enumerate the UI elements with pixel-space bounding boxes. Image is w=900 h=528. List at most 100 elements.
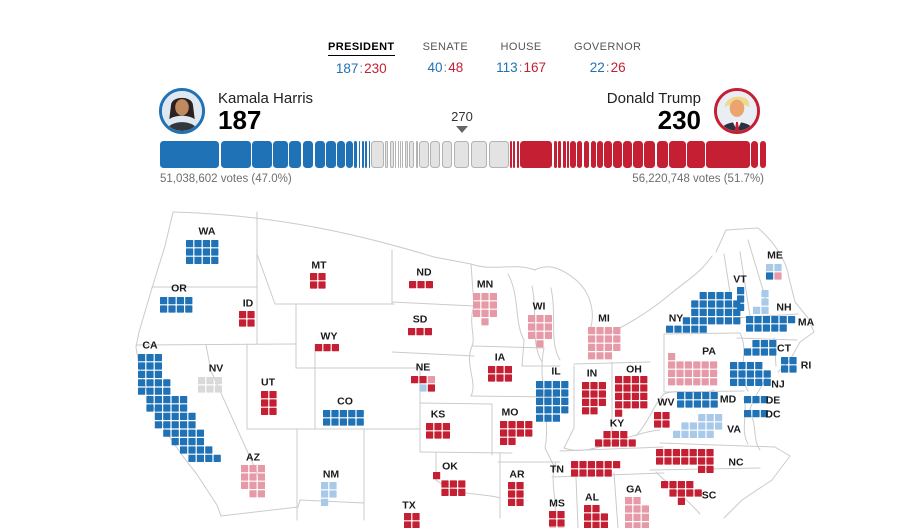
state-NH[interactable]: NH xyxy=(753,290,792,314)
bar-segment-SD[interactable] xyxy=(513,141,516,168)
state-AL[interactable]: AL xyxy=(584,492,608,528)
bar-segment-NY[interactable] xyxy=(220,141,251,168)
state-TX[interactable]: TX xyxy=(402,500,420,528)
state-OK[interactable]: OK xyxy=(433,461,466,497)
bar-segment-TN[interactable] xyxy=(656,141,668,168)
tab-president[interactable]: PRESIDENT 187:230 xyxy=(328,41,395,76)
bar-segment-MN[interactable] xyxy=(419,141,429,168)
bar-segment-DE[interactable] xyxy=(361,141,364,168)
state-WI[interactable]: WI xyxy=(528,301,552,348)
state-NC[interactable]: NC xyxy=(656,449,744,473)
bar-segment-GA[interactable] xyxy=(470,141,488,168)
bar-segment-WY[interactable] xyxy=(567,141,569,168)
bar-segment-RI[interactable] xyxy=(354,141,358,168)
state-RI[interactable]: RI xyxy=(781,357,811,373)
bar-segment-MD[interactable] xyxy=(314,141,325,168)
state-UT[interactable]: UT xyxy=(261,377,277,416)
state-KY[interactable]: KY xyxy=(595,418,636,447)
tab-governor[interactable]: GOVERNOR 22:26 xyxy=(574,41,641,76)
bar-segment-MI[interactable] xyxy=(453,141,470,168)
state-MD[interactable]: MD xyxy=(677,392,737,408)
state-CO[interactable]: CO xyxy=(323,396,364,426)
state-TN[interactable]: TN xyxy=(550,461,621,477)
bar-segment-MT[interactable] xyxy=(553,141,557,168)
bar-segment-AK[interactable] xyxy=(415,141,418,168)
state-AZ[interactable]: AZ xyxy=(241,452,265,498)
bar-segment-MS[interactable] xyxy=(590,141,596,168)
bar-segment-NE-1[interactable] xyxy=(400,141,401,168)
bar-segment-OR[interactable] xyxy=(337,141,345,168)
bar-segment-NH[interactable] xyxy=(385,141,389,168)
bar-segment-NM[interactable] xyxy=(389,141,395,168)
bar-segment-NV[interactable] xyxy=(409,141,415,168)
state-NE[interactable]: NE xyxy=(411,362,435,392)
bar-segment-ME-2[interactable] xyxy=(397,141,399,168)
state-WA[interactable]: WA xyxy=(186,226,219,265)
state-IA[interactable]: IA xyxy=(488,352,512,382)
state-ID[interactable]: ID xyxy=(239,298,255,327)
bar-segment-FL[interactable] xyxy=(519,141,553,168)
bar-segment-ME-1[interactable] xyxy=(368,141,370,168)
bar-segment-WV[interactable] xyxy=(562,141,566,168)
tab-senate[interactable]: SENATE 40:48 xyxy=(423,41,469,76)
bar-segment-LA[interactable] xyxy=(603,141,612,168)
state-DE[interactable]: DE xyxy=(744,395,780,407)
state-OR[interactable]: OR xyxy=(160,283,193,313)
bar-segment-WI[interactable] xyxy=(430,141,441,168)
state-NV[interactable]: NV xyxy=(198,363,223,393)
state-IN[interactable]: IN xyxy=(582,368,606,415)
state-SD[interactable]: SD xyxy=(408,314,432,336)
bar-segment-IA[interactable] xyxy=(583,141,590,168)
state-MO[interactable]: MO xyxy=(500,407,533,446)
state-CT[interactable]: CT xyxy=(744,340,792,356)
bar-segment-MO[interactable] xyxy=(633,141,643,168)
state-MI[interactable]: MI xyxy=(588,313,621,360)
bar-segment-OK[interactable] xyxy=(759,141,767,168)
bar-segment-IN[interactable] xyxy=(644,141,656,168)
bar-segment-VA[interactable] xyxy=(370,141,385,168)
bar-segment-NJ[interactable] xyxy=(273,141,288,168)
state-WV[interactable]: WV xyxy=(654,397,674,428)
bar-segment-MA[interactable] xyxy=(302,141,314,168)
state-KS[interactable]: KS xyxy=(426,409,450,439)
state-MN[interactable]: MN xyxy=(473,279,497,326)
state-MT[interactable]: MT xyxy=(310,260,327,289)
bar-segment-ME[interactable] xyxy=(395,141,397,168)
bar-segment-KY[interactable] xyxy=(750,141,759,168)
bar-segment-NE-2[interactable] xyxy=(402,141,404,168)
state-GA[interactable]: GA xyxy=(625,484,649,528)
state-CA[interactable]: CA xyxy=(138,340,221,463)
state-ME[interactable]: ME xyxy=(766,250,783,280)
bar-segment-CA[interactable] xyxy=(160,141,220,168)
bar-segment-ND[interactable] xyxy=(509,141,512,168)
bar-segment-CO[interactable] xyxy=(326,141,336,168)
state-SC[interactable]: SC xyxy=(661,481,717,505)
state-VA[interactable]: VA xyxy=(673,414,741,438)
bar-segment-NC[interactable] xyxy=(669,141,686,168)
bar-segment-AR[interactable] xyxy=(597,141,603,168)
state-IL[interactable]: IL xyxy=(536,366,569,422)
bar-segment-DC[interactable] xyxy=(365,141,368,168)
bar-segment-CT[interactable] xyxy=(346,141,353,168)
state-PA[interactable]: PA xyxy=(668,346,718,386)
state-MS[interactable]: MS xyxy=(549,498,565,528)
bar-segment-SC[interactable] xyxy=(623,141,632,168)
bar-segment-OH[interactable] xyxy=(686,141,705,168)
state-NY[interactable]: NY xyxy=(666,292,741,333)
state-NJ[interactable]: NJ xyxy=(730,362,785,391)
state-MA[interactable]: MA xyxy=(746,316,815,332)
bar-segment-KS[interactable] xyxy=(577,141,583,168)
bar-segment-TX[interactable] xyxy=(706,141,750,168)
bar-segment-AL[interactable] xyxy=(612,141,622,168)
state-NM[interactable]: NM xyxy=(321,469,339,507)
bar-segment-ID[interactable] xyxy=(558,141,562,168)
bar-segment-WA[interactable] xyxy=(289,141,302,168)
state-DC[interactable]: DC xyxy=(744,409,781,421)
state-ND[interactable]: ND xyxy=(409,267,433,289)
state-OH[interactable]: OH xyxy=(615,364,648,417)
bar-segment-UT[interactable] xyxy=(570,141,576,168)
bar-segment-AZ[interactable] xyxy=(441,141,453,168)
tab-house[interactable]: HOUSE 113:167 xyxy=(496,41,546,76)
state-WY[interactable]: WY xyxy=(315,331,339,352)
bar-segment-HI[interactable] xyxy=(404,141,408,168)
